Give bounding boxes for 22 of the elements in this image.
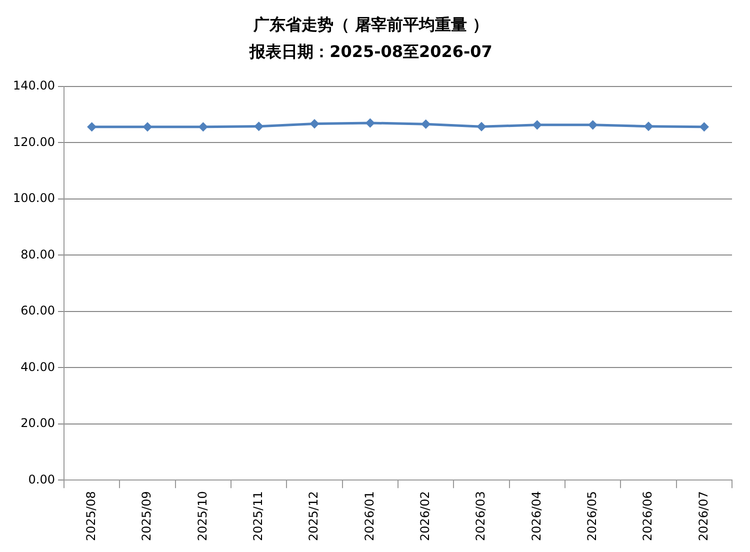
y-tick-label: 100.00 xyxy=(12,191,55,206)
chart-title: 广东省走势（ 屠宰前平均重量 ） xyxy=(252,14,489,34)
y-tick-label: 40.00 xyxy=(20,360,55,374)
y-tick-label: 140.00 xyxy=(12,78,55,93)
x-tick-label: 2026/05 xyxy=(584,491,599,542)
chart-subtitle: 报表日期：2025-08至2026-07 xyxy=(248,42,492,61)
x-tick-label: 2026/06 xyxy=(640,491,655,542)
y-tick-label: 120.00 xyxy=(12,134,55,149)
x-tick-label: 2025/09 xyxy=(140,491,154,542)
x-tick-label: 2026/02 xyxy=(418,491,432,542)
y-tick-label: 80.00 xyxy=(20,247,55,262)
x-tick-label: 2025/08 xyxy=(84,491,98,542)
y-tick-label: 0.00 xyxy=(28,472,55,486)
y-tick-label: 60.00 xyxy=(20,304,55,318)
x-tick-label: 2026/07 xyxy=(696,491,710,542)
x-tick-label: 2026/04 xyxy=(529,491,544,542)
x-tick-label: 2025/12 xyxy=(306,491,321,542)
x-tick-label: 2025/11 xyxy=(250,491,265,542)
y-tick-label: 20.00 xyxy=(20,416,55,430)
x-tick-label: 2026/01 xyxy=(362,491,376,542)
x-tick-label: 2025/10 xyxy=(195,491,210,542)
x-tick-label: 2026/03 xyxy=(474,491,488,542)
